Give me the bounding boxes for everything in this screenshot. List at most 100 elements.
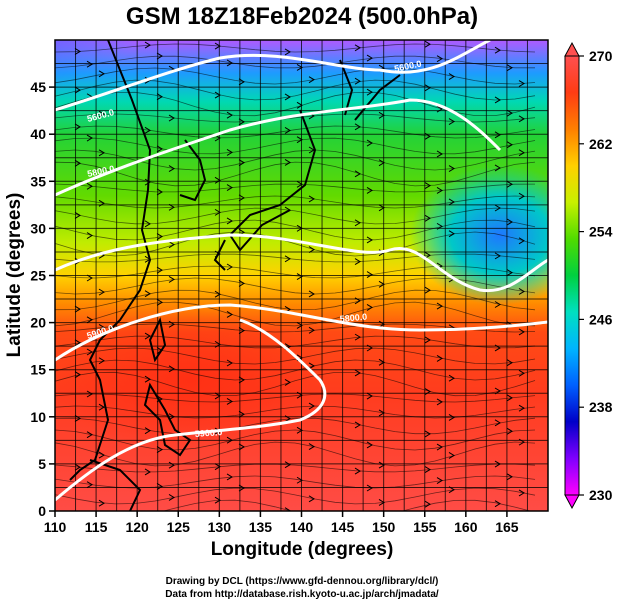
streamline-arrow xyxy=(448,73,455,80)
streamline-arrow xyxy=(494,46,501,54)
streamline-arrow xyxy=(74,86,81,94)
streamline-arrow xyxy=(144,290,151,298)
streamline-arrow xyxy=(506,218,513,226)
streamline-arrow xyxy=(226,473,233,481)
streamline-arrow xyxy=(74,371,81,379)
streamline-arrow xyxy=(238,410,245,418)
coastline-philippines xyxy=(143,382,192,457)
x-axis: 110 115 120 125 130 135 140 145 150 155 160 165 xyxy=(44,511,519,535)
streamline xyxy=(55,67,536,85)
streamline-arrow xyxy=(238,118,245,126)
streamline-arrow xyxy=(366,139,373,147)
streamline-arrow xyxy=(145,512,150,518)
streamline-arrow xyxy=(436,477,443,484)
y-tick-label: 30 xyxy=(30,220,46,236)
streamline xyxy=(55,161,536,187)
streamline-arrow xyxy=(168,275,175,283)
streamline-arrow xyxy=(144,220,151,228)
streamline-arrow xyxy=(156,233,163,240)
streamline-arrow xyxy=(494,419,501,427)
streamline-arrow xyxy=(168,241,175,249)
streamline xyxy=(55,253,536,263)
y-tick-label: 10 xyxy=(30,409,46,425)
streamline-arrow xyxy=(98,323,105,331)
streamline-arrow xyxy=(226,148,233,156)
contour-5900-south xyxy=(55,318,327,502)
streamline-arrow xyxy=(308,495,315,503)
colorbar-tick-label: 262 xyxy=(589,136,613,152)
credit-line-2: Data from http://database.rish.kyoto-u.a… xyxy=(165,589,439,600)
streamline-arrow xyxy=(226,184,233,192)
streamline-arrow xyxy=(424,40,431,48)
streamline-arrow xyxy=(74,305,81,313)
streamline-arrow xyxy=(354,219,361,227)
streamline-arrow xyxy=(424,214,431,222)
streamline-arrow xyxy=(354,421,361,429)
streamline-arrow xyxy=(214,496,221,504)
streamline-arrow xyxy=(506,359,513,367)
streamline-arrow xyxy=(226,111,233,119)
streamline-arrow xyxy=(448,414,455,421)
streamline-arrow xyxy=(518,489,525,497)
streamline-arrow xyxy=(156,145,163,153)
streamline-arrow xyxy=(448,452,455,459)
streamline-arrow xyxy=(168,365,175,373)
streamline-arrow xyxy=(98,149,105,157)
y-tick-label: 40 xyxy=(30,126,46,142)
streamline-arrow xyxy=(506,269,513,277)
streamline xyxy=(55,149,536,171)
streamline-arrow xyxy=(144,178,151,186)
colorbar-tick-label: 230 xyxy=(589,487,613,503)
streamline-arrow xyxy=(144,41,151,49)
contour-label: 5900.0 xyxy=(194,427,222,439)
streamline-arrow xyxy=(98,357,105,365)
streamline xyxy=(55,371,536,397)
streamline-arrow xyxy=(308,362,315,370)
streamline-arrow xyxy=(308,402,315,410)
streamline-arrow xyxy=(366,303,373,311)
streamline-arrow xyxy=(355,516,360,522)
streamline-arrow xyxy=(214,176,221,184)
streamline-arrow xyxy=(518,80,525,87)
streamline xyxy=(55,347,536,365)
streamline-arrow xyxy=(74,48,81,55)
streamline-arrow xyxy=(168,165,175,173)
coastline-kyushu xyxy=(213,239,226,271)
streamline-arrow xyxy=(156,266,163,274)
streamline xyxy=(55,289,536,311)
streamline-arrow xyxy=(75,514,80,520)
colorbar: 230 238 246 254 262 270 xyxy=(564,41,613,510)
colorbar-ticks: 230 238 246 254 262 270 xyxy=(579,48,613,503)
streamline-arrow xyxy=(98,451,105,459)
streamline-arrow xyxy=(284,127,291,134)
streamline-arrow xyxy=(366,392,373,400)
chart-title: GSM 18Z18Feb2024 (500.0hPa) xyxy=(126,3,478,30)
streamline xyxy=(55,125,536,139)
gridlines xyxy=(55,40,548,511)
streamline xyxy=(55,265,536,279)
streamline-arrow xyxy=(86,232,93,239)
streamline-arrow xyxy=(74,159,81,167)
streamline-arrow xyxy=(354,44,361,52)
streamline-arrow xyxy=(238,159,245,167)
streamline-arrow xyxy=(156,446,163,453)
streamline-arrow xyxy=(226,398,233,405)
streamline-arrow xyxy=(518,115,525,123)
streamline-arrow xyxy=(424,251,431,259)
streamline-arrow xyxy=(226,217,233,225)
streamline-arrow xyxy=(494,96,501,104)
streamline xyxy=(55,429,536,451)
streamline xyxy=(55,393,536,403)
streamline-arrow xyxy=(144,468,151,476)
y-tick-label: 45 xyxy=(30,79,46,95)
streamline-arrow xyxy=(144,427,151,435)
streamline-arrow xyxy=(98,403,105,411)
streamline xyxy=(55,43,536,53)
streamline-arrow xyxy=(436,354,443,362)
coastline-kurils xyxy=(354,74,401,121)
y-axis: 0 5 10 15 20 25 30 35 40 45 xyxy=(30,79,55,519)
coastline-borneo xyxy=(89,459,142,511)
streamline-arrow xyxy=(156,52,163,60)
colorbar-tick-label: 254 xyxy=(589,224,613,240)
streamline-arrow xyxy=(424,500,431,508)
